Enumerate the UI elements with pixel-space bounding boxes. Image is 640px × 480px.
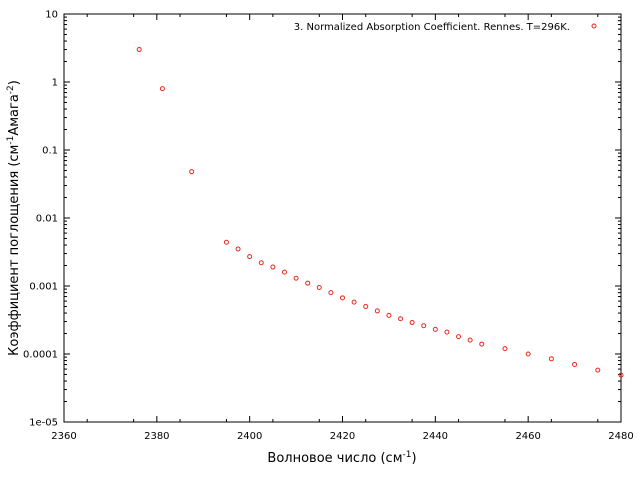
data-point <box>258 260 264 266</box>
data-point <box>159 86 165 92</box>
data-point <box>595 367 601 373</box>
legend: 3. Normalized Absorption Coefficient. Re… <box>294 22 597 33</box>
data-point <box>432 326 438 332</box>
data-point <box>374 308 380 314</box>
y-tick-label: 1e-05 <box>29 418 58 429</box>
data-point <box>398 316 404 322</box>
data-point <box>467 337 473 343</box>
x-tick-label: 2440 <box>423 431 448 442</box>
data-point <box>409 320 415 326</box>
data-point <box>421 323 427 329</box>
legend-marker <box>591 23 597 29</box>
data-point <box>340 295 345 301</box>
data-point <box>502 346 508 352</box>
x-axis-ticks: 2360 2380 2400 2420 2440 2460 2480 <box>51 14 634 442</box>
legend-label: 3. Normalized Absorption Coefficient. Re… <box>294 22 570 33</box>
data-point <box>572 362 578 368</box>
data-point <box>293 275 299 281</box>
y-tick-label: 10 <box>45 10 58 21</box>
data-points <box>136 47 624 378</box>
data-point <box>328 290 334 296</box>
data-point <box>305 280 311 286</box>
x-tick-label: 2480 <box>608 431 633 442</box>
data-point <box>316 285 322 291</box>
data-point <box>189 169 195 175</box>
data-point <box>479 341 485 347</box>
data-point <box>444 329 450 335</box>
x-tick-label: 2360 <box>51 431 76 442</box>
y-axis-label: Коэффициент поглощения (см-1Амага-2) <box>6 80 22 356</box>
data-point <box>235 246 241 252</box>
data-point <box>136 47 142 53</box>
data-point <box>363 303 369 309</box>
data-point <box>618 372 624 378</box>
data-point <box>223 239 229 245</box>
data-point <box>456 334 462 340</box>
y-tick-label: 1 <box>52 78 58 89</box>
data-point <box>548 356 554 362</box>
data-point <box>247 254 253 260</box>
data-point <box>351 299 357 305</box>
plot-frame <box>63 13 622 423</box>
x-tick-label: 2460 <box>515 431 540 442</box>
x-tick-label: 2380 <box>144 431 169 442</box>
y-tick-label: 0.1 <box>42 146 58 157</box>
x-axis-label: Волновое число (см-1) <box>267 450 416 466</box>
data-point <box>525 351 531 357</box>
x-tick-label: 2400 <box>237 431 262 442</box>
y-tick-label: 0.0001 <box>23 350 58 361</box>
data-point <box>386 312 392 318</box>
data-point <box>281 269 287 275</box>
data-point <box>270 264 276 270</box>
y-axis-ticks: 1e-05 0.0001 0.001 0.01 0.1 1 10 <box>23 10 621 429</box>
x-tick-label: 2420 <box>330 431 355 442</box>
y-tick-label: 0.01 <box>36 214 58 225</box>
y-tick-label: 0.001 <box>29 282 58 293</box>
